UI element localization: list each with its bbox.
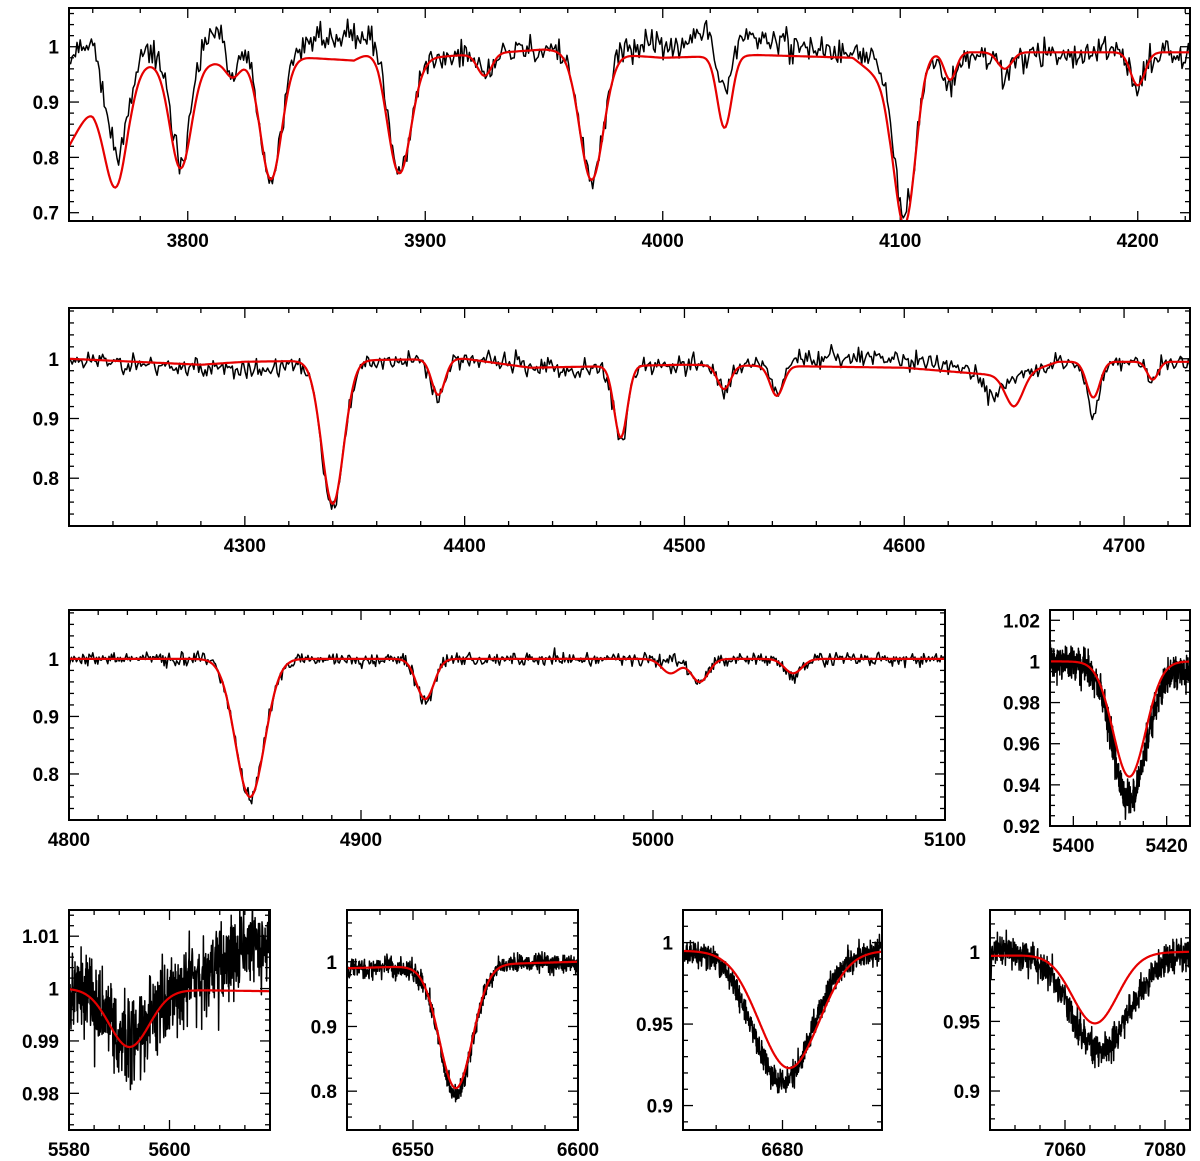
model-spectrum <box>69 48 1190 221</box>
plot-frame <box>682 909 883 1131</box>
y-tick-label: 1 <box>326 953 337 974</box>
plot-frame <box>1049 609 1191 827</box>
panel-7045-7085: 7060 7080 0.9 0.95 1 <box>943 909 1191 1161</box>
x-tick-label: 4600 <box>883 536 925 557</box>
plot-frame <box>68 7 1191 222</box>
x-tick-label: 5600 <box>148 1140 190 1161</box>
y-tick-label: 0.9 <box>647 1097 673 1118</box>
x-tick-label: 7080 <box>1144 1140 1186 1161</box>
plot-frame <box>68 307 1191 527</box>
x-tick-label: 4500 <box>663 536 705 557</box>
panel-6665-6695: 6680 0.9 0.95 1 <box>636 909 883 1161</box>
model-spectrum <box>69 657 945 798</box>
y-tick-label: 1 <box>48 650 59 671</box>
x-tick-label: 6550 <box>392 1140 434 1161</box>
panel-5580-5620: 5580 5600 0.98 0.99 1 1.01 <box>22 909 271 1161</box>
y-tick-label: 1 <box>48 38 59 59</box>
y-tick-label: 0.7 <box>33 204 59 225</box>
y-tick-label: 0.98 <box>1003 694 1040 715</box>
y-tick-label: 0.8 <box>33 469 59 490</box>
plot-frame <box>68 609 946 821</box>
x-tick-label: 5580 <box>48 1140 90 1161</box>
y-tick-label: 1.01 <box>22 927 59 948</box>
y-tick-label: 0.9 <box>33 93 59 114</box>
panel-4800-5100: 4800 4900 5000 5100 0.8 0.9 1 <box>33 609 966 851</box>
model-spectrum <box>69 988 270 1049</box>
y-tick-label: 0.9 <box>954 1082 980 1103</box>
observed-spectrum <box>347 951 578 1103</box>
y-tick-label: 0.96 <box>1003 735 1040 756</box>
x-tick-label: 5100 <box>924 830 966 851</box>
plot-frame <box>68 909 271 1131</box>
y-tick-label: 0.95 <box>943 1012 980 1033</box>
x-tick-label: 4200 <box>1117 231 1159 252</box>
observed-spectrum <box>69 647 945 805</box>
y-tick-label: 0.9 <box>33 409 59 430</box>
observed-spectrum <box>69 343 1190 510</box>
y-tick-label: 1 <box>1029 652 1040 673</box>
panel-4220-4730: 4300 4400 4500 4600 4700 0.8 0.9 1 <box>33 307 1191 557</box>
model-spectrum <box>683 949 882 1070</box>
y-tick-label: 1.02 <box>1003 611 1040 632</box>
y-tick-label: 1 <box>48 350 59 371</box>
y-tick-label: 0.98 <box>22 1084 59 1105</box>
y-tick-label: 0.9 <box>33 707 59 728</box>
x-tick-label: 7060 <box>1044 1140 1086 1161</box>
model-spectrum <box>990 950 1190 1025</box>
y-tick-label: 0.9 <box>311 1017 337 1038</box>
y-tick-label: 0.94 <box>1003 776 1040 797</box>
x-tick-label: 4000 <box>642 231 684 252</box>
x-tick-label: 4400 <box>444 536 486 557</box>
x-tick-label: 3900 <box>404 231 446 252</box>
panel-5395-5425: 5400 5420 0.92 0.94 0.96 0.98 1 1.02 <box>1003 609 1191 857</box>
y-tick-label: 0.8 <box>311 1082 337 1103</box>
y-tick-label: 0.99 <box>22 1032 59 1053</box>
observed-spectrum <box>1050 643 1190 821</box>
x-tick-label: 3800 <box>167 231 209 252</box>
y-tick-label: 0.8 <box>33 765 59 786</box>
x-tick-label: 6680 <box>761 1140 803 1161</box>
x-tick-label: 4300 <box>224 536 266 557</box>
y-tick-label: 0.8 <box>33 148 59 169</box>
observed-spectrum <box>990 929 1190 1069</box>
x-tick-label: 4700 <box>1103 536 1145 557</box>
model-spectrum <box>347 960 578 1090</box>
y-tick-label: 1 <box>662 934 673 955</box>
x-tick-label: 4100 <box>879 231 921 252</box>
panel-6530-6600: 6550 6600 0.8 0.9 1 <box>311 909 599 1161</box>
y-tick-label: 0.95 <box>636 1015 673 1036</box>
x-tick-label: 5420 <box>1146 836 1188 857</box>
y-tick-label: 1 <box>48 980 59 1001</box>
panel-3750-4220: 3800 3900 4000 4100 4200 0.7 0.8 0.9 1 <box>33 7 1191 252</box>
model-spectrum <box>1050 660 1190 778</box>
observed-spectrum <box>69 910 270 1091</box>
observed-spectrum <box>69 18 1190 219</box>
y-tick-label: 0.92 <box>1003 817 1040 838</box>
x-tick-label: 4800 <box>48 830 90 851</box>
model-spectrum <box>69 357 1190 505</box>
x-tick-label: 4900 <box>340 830 382 851</box>
plot-frame <box>346 909 579 1131</box>
plot-frame <box>989 909 1191 1131</box>
x-tick-label: 5000 <box>632 830 674 851</box>
y-tick-label: 1 <box>969 943 980 964</box>
observed-spectrum <box>683 933 882 1094</box>
x-tick-label: 6600 <box>557 1140 599 1161</box>
x-tick-label: 5400 <box>1052 836 1094 857</box>
